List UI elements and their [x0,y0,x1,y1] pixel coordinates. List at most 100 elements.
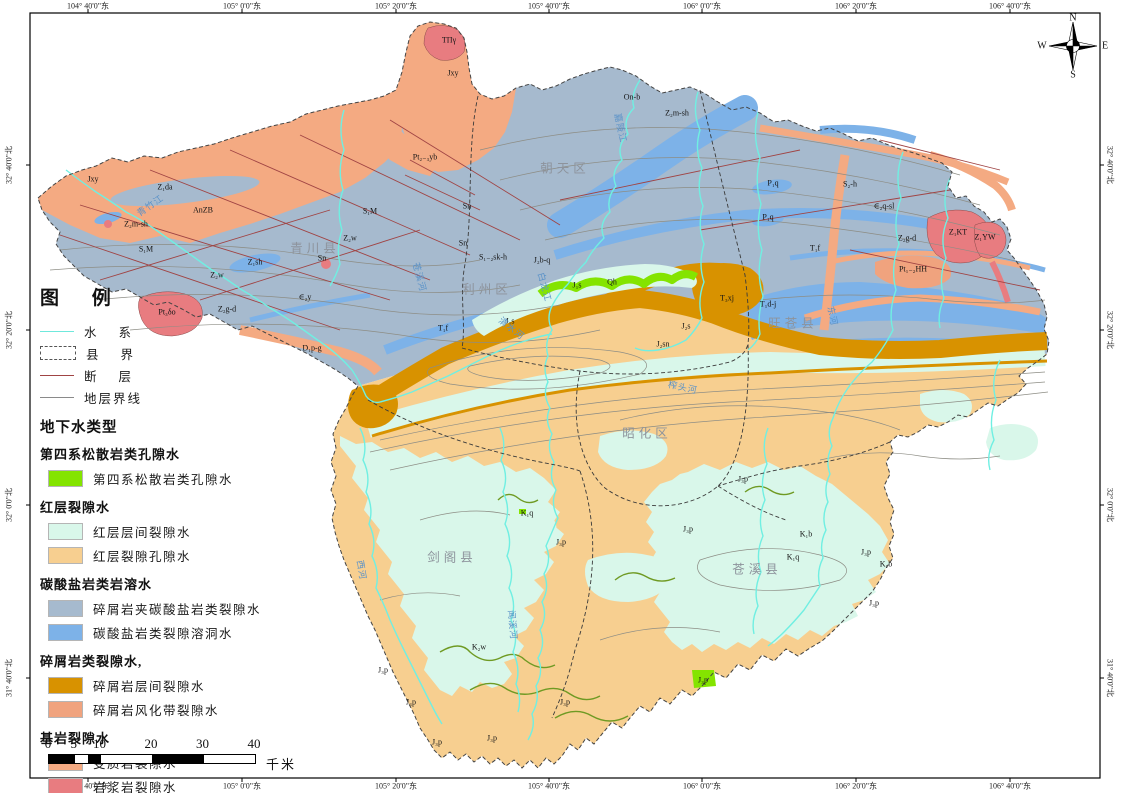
legend-color-swatch [48,777,83,793]
legend-item-label: 县界 [86,347,156,362]
legend-group-header: 红层裂隙水 [40,500,111,515]
tpg-red [423,25,466,61]
jiange-cyan-region [340,436,564,696]
east-cyan-1 [986,424,1038,461]
jialing-river [527,79,641,741]
s2h-salmon-band [819,154,850,331]
north-chimney-area [396,22,516,172]
legend-swatch-row: 碎屑岩风化带裂隙水 [48,697,300,721]
legend-swatch-label: 碳酸盐岩类裂隙溶洞水 [93,626,234,641]
boundary-symbol [40,346,76,360]
legend-line-items: 水系县界断层地层界线 [40,320,300,408]
scalebar-tick-number: 0 [44,736,52,751]
legend-item-label: 水系 [84,325,154,340]
legend-swatch-row: 红层层间裂隙水 [48,519,300,543]
pt-delta-red [138,291,203,337]
blue-band-nw [249,292,371,323]
xi-river [359,427,443,725]
legend-item-strata: 地层界线 [40,386,300,408]
legend-swatch-label: 碎屑岩层间裂隙水 [93,679,206,694]
green-patch-small [519,509,526,514]
legend-color-swatch [48,522,83,540]
legend-item-fault: 断层 [40,364,300,386]
rivers [65,79,1001,741]
onb-blue-band [547,95,758,238]
legend-color-swatch [48,676,83,694]
faults [59,119,1041,331]
map-frame [29,12,1101,779]
olive-squiggles [439,485,795,722]
blue-band-2 [553,207,936,260]
legend-item-label: 断层 [84,369,154,384]
scalebar: 0 5 10 20 30 40 千米 [44,736,344,776]
compass-n: N [1069,12,1077,24]
legend-swatch-row: 岩浆岩裂隙水 [48,774,300,793]
legend-swatch-label: 岩浆岩裂隙水 [93,780,178,793]
county-boundaries [367,89,891,719]
compass-labels: N S E W [1030,12,1110,84]
cangxi-cyan-region [644,462,890,652]
compass-e: E [1101,40,1109,52]
legend-swatch-label: 红层裂隙孔隙水 [93,549,192,564]
red-dot-2 [321,259,331,269]
legend-color-swatch [48,469,83,487]
legend: 图 例 水系 县界 断层 地层界线 地下水类型 第四系松散岩类孔隙水 第四系松散岩类孔隙… [40,283,300,793]
legend-color-swatch [48,623,83,641]
scalebar-tick-number: 10 [93,736,106,751]
compass-s: S [1070,69,1076,81]
center-cyan-2 [585,552,672,602]
fault-symbol [40,374,74,376]
quaternary-green-ribbon [537,270,699,298]
scalebar-tick-number: 40 [247,736,261,751]
pq-lens-2 [752,213,784,227]
zsh-lens [229,253,281,273]
green-patch-se [692,670,716,688]
east-cyan-2 [920,390,972,423]
legend-swatch-row: 碳酸盐岩类裂隙溶洞水 [48,620,300,644]
amber-west-blob [348,384,398,429]
legend-item-river: 水系 [40,320,300,342]
legend-group-header: 碎屑岩类裂隙水, [40,654,143,669]
scalebar-tick-number: 5 [70,736,78,751]
legend-color-swatch [48,700,83,718]
zyw-red [973,221,1007,259]
amber-main-ribbon [357,290,1048,414]
legend-group-header: 第四系松散岩类孔隙水 [40,447,181,462]
scalebar-bar [48,754,256,764]
scalebar-numbers: 0 5 10 20 30 40 [44,736,344,752]
legend-swatch-row: 红层裂隙孔隙水 [48,543,300,567]
blue-band-ne-top [819,124,917,144]
legend-group-header: 碳酸盐岩类岩溶水 [40,577,153,592]
center-cyan-3 [598,430,668,470]
legend-item-label: 地层界线 [84,391,143,406]
legend-swatch-label: 碎屑岩夹碳酸盐岩类裂隙水 [93,602,262,617]
compass-w: W [1037,40,1047,52]
strata-symbol [40,396,74,398]
legend-color-swatch [48,599,83,617]
legend-color-swatch [48,546,83,564]
groundwater-types-title: 地下水类型 [40,420,118,436]
east-blue-mass [746,282,1046,340]
center-cyan-1 [466,503,557,559]
dong-river [767,151,904,647]
wenxi-river [499,427,521,713]
legend-swatch-row: 碎屑岩夹碳酸盐岩类裂隙水 [48,596,300,620]
pq-lens-1 [752,179,792,195]
scalebar-unit: 千米 [266,757,297,772]
red-dot-1 [104,220,112,228]
legend-swatch-label: 碎屑岩风化带裂隙水 [93,703,220,718]
ne-corner-salmon [928,151,1016,212]
central-cyan-strip [365,346,1046,438]
nw-blue-bit [94,211,122,225]
legend-swatch-row: 第四系松散岩类孔隙水 [48,466,300,490]
river-symbol [40,330,74,332]
scalebar-tick-number: 30 [196,736,209,751]
region-outline [37,21,1050,769]
dpg-salmon-band [239,325,382,376]
zda-lens [110,175,260,207]
ptyb-band [380,128,440,176]
legend-title: 图 例 [40,288,125,309]
compass-rose [1048,21,1098,71]
